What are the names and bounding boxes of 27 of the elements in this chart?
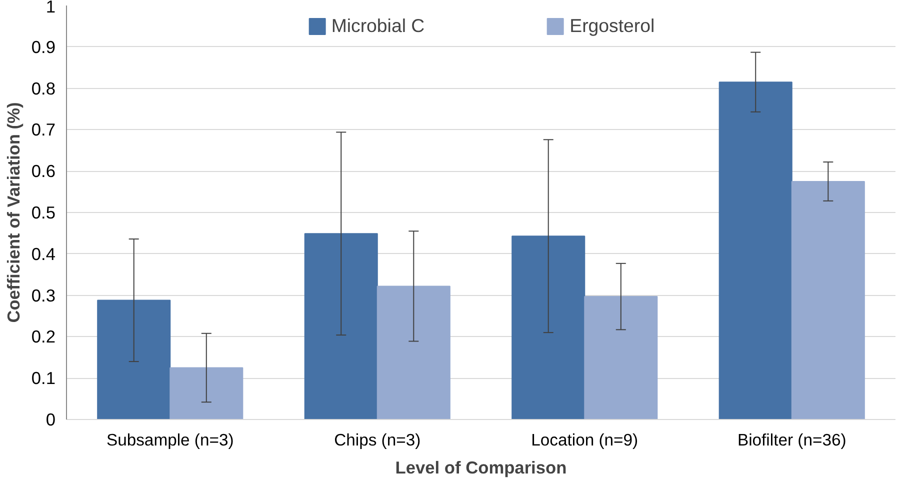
y-tick-label: 0.7	[31, 120, 56, 140]
y-tick-label: 0.6	[31, 161, 56, 182]
y-tick-label: 0.8	[31, 78, 56, 98]
bar	[170, 367, 244, 420]
x-tick-label: Chips (n=3)	[334, 430, 421, 450]
bar	[304, 233, 378, 420]
y-tick-label: 0.1	[31, 368, 56, 388]
bar	[718, 82, 792, 420]
x-tick-label: Subsample (n=3)	[106, 430, 234, 450]
y-tick-label: 0.5	[31, 202, 56, 222]
y-tick-label: 0	[46, 410, 56, 430]
bar	[791, 180, 865, 420]
x-tick-label: Location (n=9)	[531, 430, 638, 450]
bar	[512, 236, 586, 420]
bar	[376, 286, 450, 420]
y-tick-label: 0.3	[31, 285, 56, 306]
bar	[97, 300, 171, 420]
legend-label: Ergosterol	[570, 15, 655, 37]
legend-label: Microbial C	[331, 15, 425, 37]
y-tick-label: 0.4	[31, 244, 56, 264]
x-axis-title: Level of Comparison	[395, 458, 567, 478]
y-tick-label: 1	[46, 0, 56, 16]
y-tick-label: 0.9	[31, 36, 56, 57]
y-axis-title: Coefficient of Variation (%)	[3, 102, 24, 323]
x-tick-label: Biofilter (n=36)	[737, 430, 846, 450]
bar	[584, 296, 658, 420]
y-tick-label: 0.2	[31, 326, 56, 347]
